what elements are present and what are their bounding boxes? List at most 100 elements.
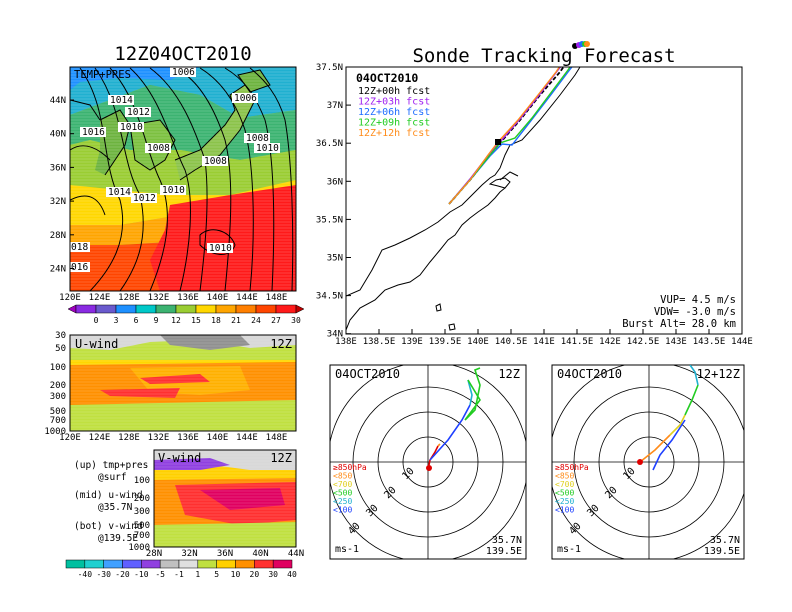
hodograph-1: [329, 364, 527, 560]
pressure-legend-item: <500: [555, 489, 574, 498]
pressure-tick: 500: [134, 521, 150, 531]
colorbar-swatch: [141, 559, 161, 569]
lon-tick: 144E: [236, 293, 258, 303]
pressure-tick: 200: [134, 494, 150, 504]
isobar-label: 1006: [234, 93, 257, 104]
lat-tick: 35.5N: [316, 215, 343, 225]
lat-tick: 34.5N: [316, 292, 343, 302]
uwind-label: U-wind: [75, 337, 118, 351]
vwind-time: 12Z: [270, 451, 292, 465]
forecast-label: 12Z+06h fcst: [358, 107, 430, 118]
track-map: [346, 67, 742, 334]
hodograph-2: [551, 364, 745, 560]
lat-tick: 40N: [50, 130, 66, 140]
isobar-label: 1008: [246, 133, 269, 144]
hodograph-origin: [426, 465, 432, 471]
lat-tick: 37.5N: [316, 63, 343, 73]
colorbar-arrow: [67, 304, 77, 314]
lat-tick: 24N: [50, 265, 66, 275]
pressure-tick: 300: [134, 507, 150, 517]
lat-tick: 32N: [50, 197, 66, 207]
isobar-label: 1014: [108, 187, 131, 198]
pressure-legend-item: <850: [555, 472, 574, 481]
colorbar-swatch: [235, 304, 257, 314]
colorbar-swatch: [275, 304, 297, 314]
colorbar-swatch: [84, 559, 104, 569]
colorbar-label: -20: [115, 570, 130, 579]
pressure-tick: 1000: [44, 427, 66, 437]
lon-tick: 140.5E: [495, 337, 528, 347]
pressure-legend-item: ≥850hPa: [333, 463, 367, 472]
colorbar-label: 0: [94, 316, 99, 325]
pressure-tick: 200: [50, 381, 66, 391]
colorbar-label: 27: [271, 316, 281, 325]
hodograph-1-date: 04OCT2010: [335, 367, 400, 381]
colorbar-label: 40: [287, 570, 297, 579]
hodograph-1-lat: 35.7N: [492, 535, 522, 546]
isobar-label: 1006: [172, 67, 195, 78]
colorbar-swatch: [159, 559, 180, 569]
lon-tick: 120E: [59, 433, 81, 443]
colorbar-swatch: [215, 304, 237, 314]
colorbar-swatch: [197, 559, 217, 569]
lon-tick: 141.5E: [561, 337, 594, 347]
lon-tick: 136E: [177, 293, 199, 303]
colorbar-label: 24: [251, 316, 261, 325]
uwind-panel: [70, 335, 296, 431]
colorbar-swatch: [216, 559, 236, 569]
vup-text: VUP= 4.5 m/s: [660, 294, 736, 306]
lon-tick: 143.5E: [693, 337, 726, 347]
colorbar-swatch: [135, 304, 157, 314]
pressure-tick: 700: [50, 416, 66, 426]
colorbar-swatch: [65, 559, 86, 569]
pressure-tick: 100: [50, 363, 66, 373]
lat-tick: 36N: [50, 163, 66, 173]
track-line: [448, 67, 561, 205]
map-title: 12Z04OCT2010: [114, 43, 251, 65]
forecast-label: 12Z+03h fcst: [358, 97, 430, 108]
isobar-label: 1012: [133, 193, 156, 204]
lon-tick: 128E: [118, 433, 140, 443]
lat-tick: 37N: [327, 101, 343, 111]
lon-tick: 139E: [401, 337, 423, 347]
burst-point: [584, 41, 590, 47]
uwind-frame: [69, 334, 297, 432]
isobar-label: 018: [71, 242, 88, 253]
colorbar-label: 9: [154, 316, 159, 325]
hodograph-2-date: 04OCT2010: [557, 367, 622, 381]
colorbar-label: -10: [134, 570, 149, 579]
lon-tick: 139.5E: [429, 337, 462, 347]
pressure-legend-item: ≥850hPa: [555, 463, 589, 472]
vwind-frame: [153, 449, 297, 548]
isobar-label: 1008: [147, 143, 170, 154]
pressure-tick: 30: [55, 331, 66, 341]
colorbar-label: 1: [195, 570, 200, 579]
hodograph-1-unit: ms-1: [335, 544, 359, 555]
track-title: Sonde Tracking Forecast: [412, 45, 675, 67]
colorbar-swatch: [235, 559, 255, 569]
lat-tick: 36.5N: [316, 139, 343, 149]
lat-tick: 28N: [50, 231, 66, 241]
colorbar-label: 30: [291, 316, 301, 325]
isobar-label: 1016: [82, 127, 105, 138]
pressure-tick: 50: [55, 344, 66, 354]
legend-bot-sub: @139.5E: [98, 533, 138, 544]
colorbar-label: 30: [268, 570, 278, 579]
legend-mid: (mid) u-wind: [74, 490, 143, 501]
forecast-label: 12Z+09h fcst: [358, 118, 430, 129]
colorbar-swatch: [255, 304, 277, 314]
lon-tick: 144E: [236, 433, 258, 443]
launch-marker: [495, 139, 501, 145]
pressure-legend-item: <850: [333, 472, 352, 481]
colorbar-label: 18: [211, 316, 221, 325]
pressure-legend-item: <250: [333, 497, 352, 506]
lat-tick: 35N: [327, 254, 343, 264]
hodograph-origin: [637, 459, 643, 465]
lon-tick: 128E: [118, 293, 140, 303]
map-frame: [69, 66, 297, 292]
colorbar-label: 3: [114, 316, 119, 325]
isobar-label: 1014: [110, 95, 133, 106]
lat-tick: 28N: [146, 549, 162, 559]
colorbar-label: 15: [191, 316, 201, 325]
pressure-legend-item: <700: [555, 480, 574, 489]
